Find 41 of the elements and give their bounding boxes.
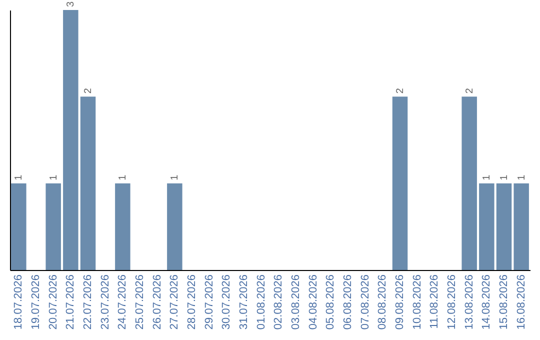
x-tick-label: 22.07.2026 xyxy=(82,274,94,330)
x-tick-label: 31.07.2026 xyxy=(238,274,250,330)
x-tick-label: 25.07.2026 xyxy=(134,274,146,330)
x-tick-label: 15.08.2026 xyxy=(498,274,510,330)
data-label: 1 xyxy=(170,174,181,180)
x-tick-label: 26.07.2026 xyxy=(151,274,164,330)
x-tick-label: 19.07.2026 xyxy=(30,274,42,330)
data-label: 1 xyxy=(14,174,25,180)
x-tick-label: 28.07.2026 xyxy=(186,274,198,330)
x-tick-label: 14.08.2026 xyxy=(480,274,493,330)
x-tick-label: 09.08.2026 xyxy=(394,274,406,330)
x-tick-label: 23.07.2026 xyxy=(99,274,112,330)
data-label: 1 xyxy=(482,174,493,180)
x-tick-label: 20.07.2026 xyxy=(47,274,60,330)
x-tick-label: 08.08.2026 xyxy=(376,274,389,330)
data-label: 1 xyxy=(516,174,528,180)
x-tick-label: 12.08.2026 xyxy=(446,274,458,330)
x-tick-label: 07.08.2026 xyxy=(359,274,372,330)
x-tick-label: 10.08.2026 xyxy=(411,274,424,330)
x-tick-label: 04.08.2026 xyxy=(307,274,320,330)
x-tick-label: 27.07.2026 xyxy=(168,274,181,330)
x-tick-label: 02.08.2026 xyxy=(272,274,285,330)
x-tick-label: 18.07.2026 xyxy=(12,274,25,330)
x-tick-label: 24.07.2026 xyxy=(116,274,129,330)
data-label: 1 xyxy=(48,174,60,180)
data-label: 2 xyxy=(395,88,406,94)
x-tick-label: 13.08.2026 xyxy=(463,274,476,330)
data-label: 3 xyxy=(66,1,77,7)
data-label: 2 xyxy=(464,88,476,94)
x-tick-label: 29.07.2026 xyxy=(203,274,216,330)
x-tick-label: 16.08.2026 xyxy=(515,274,528,330)
x-tick-label: 30.07.2026 xyxy=(220,274,233,330)
x-tick-label: 11.08.2026 xyxy=(428,274,441,329)
x-tick-label: 05.08.2026 xyxy=(324,274,337,330)
x-tick-label: 03.08.2026 xyxy=(290,274,302,330)
data-label: 1 xyxy=(499,174,510,180)
x-tick-label: 01.08.2026 xyxy=(255,274,268,330)
data-label: 1 xyxy=(118,174,129,180)
x-tick-label: 06.08.2026 xyxy=(342,274,354,330)
data-label: 2 xyxy=(83,88,94,94)
x-tick-label: 21.07.2026 xyxy=(64,274,77,330)
